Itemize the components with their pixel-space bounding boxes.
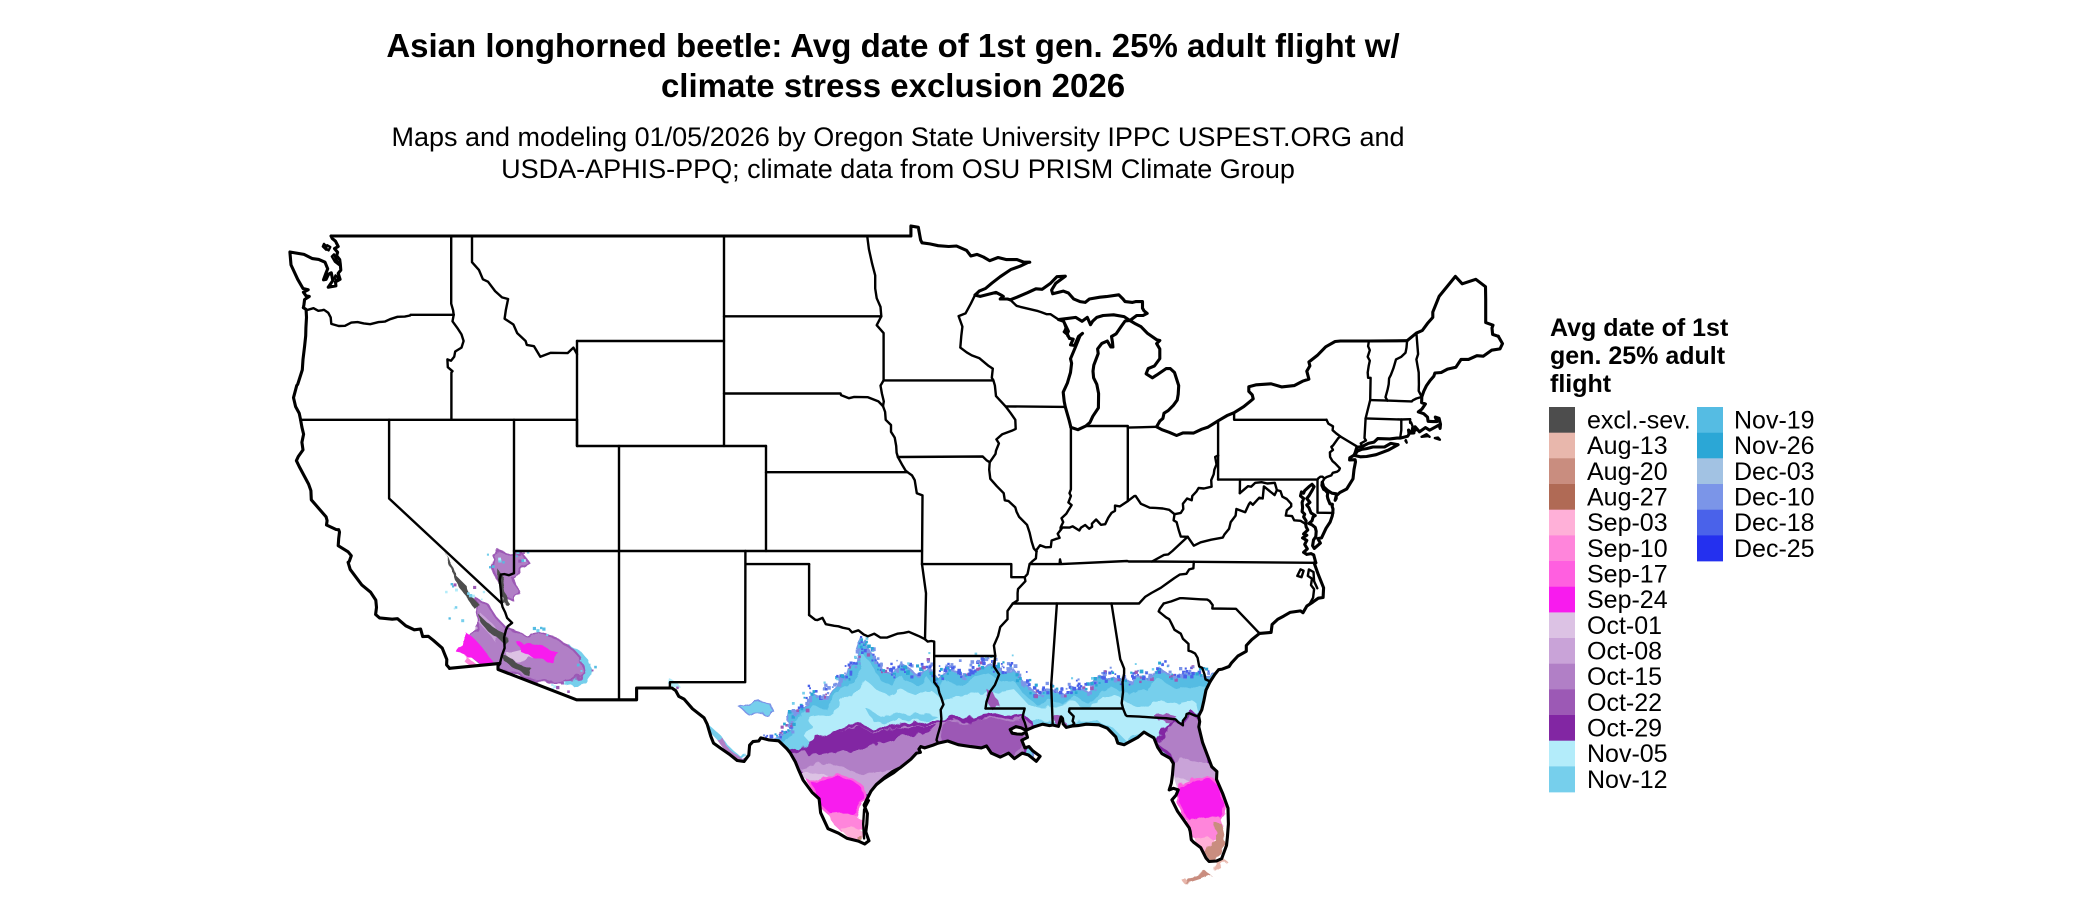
svg-text:Oct-29: Oct-29 bbox=[1587, 715, 1662, 743]
svg-text:Oct-08: Oct-08 bbox=[1587, 638, 1662, 666]
svg-text:Nov-12: Nov-12 bbox=[1587, 766, 1668, 794]
svg-text:Sep-24: Sep-24 bbox=[1587, 586, 1668, 614]
svg-text:climate stress exclusion 2026: climate stress exclusion 2026 bbox=[661, 67, 1125, 104]
svg-text:Dec-10: Dec-10 bbox=[1734, 484, 1815, 512]
svg-text:excl.-sev.: excl.-sev. bbox=[1587, 407, 1691, 435]
svg-text:Asian longhorned beetle: Avg d: Asian longhorned beetle: Avg date of 1st… bbox=[386, 27, 1399, 64]
svg-text:Dec-18: Dec-18 bbox=[1734, 509, 1815, 537]
svg-text:Dec-03: Dec-03 bbox=[1734, 458, 1815, 486]
svg-text:Sep-17: Sep-17 bbox=[1587, 561, 1668, 589]
svg-text:Nov-05: Nov-05 bbox=[1587, 740, 1668, 768]
svg-text:Dec-25: Dec-25 bbox=[1734, 535, 1815, 563]
svg-text:Nov-19: Nov-19 bbox=[1734, 407, 1815, 435]
svg-text:flight: flight bbox=[1550, 370, 1612, 398]
svg-text:gen. 25% adult: gen. 25% adult bbox=[1550, 342, 1726, 370]
svg-text:Oct-15: Oct-15 bbox=[1587, 663, 1662, 691]
svg-text:Avg date of 1st: Avg date of 1st bbox=[1550, 314, 1729, 342]
svg-text:Aug-13: Aug-13 bbox=[1587, 432, 1668, 460]
svg-text:Nov-26: Nov-26 bbox=[1734, 432, 1815, 460]
svg-text:USDA-APHIS-PPQ; climate data f: USDA-APHIS-PPQ; climate data from OSU PR… bbox=[501, 154, 1295, 184]
svg-text:Sep-10: Sep-10 bbox=[1587, 535, 1668, 563]
svg-text:Oct-01: Oct-01 bbox=[1587, 612, 1662, 640]
svg-text:Oct-22: Oct-22 bbox=[1587, 689, 1662, 717]
svg-text:Maps and modeling 01/05/2026 b: Maps and modeling 01/05/2026 by Oregon S… bbox=[391, 122, 1404, 152]
svg-text:Aug-20: Aug-20 bbox=[1587, 458, 1668, 486]
svg-text:Sep-03: Sep-03 bbox=[1587, 509, 1668, 537]
svg-text:Aug-27: Aug-27 bbox=[1587, 484, 1668, 512]
